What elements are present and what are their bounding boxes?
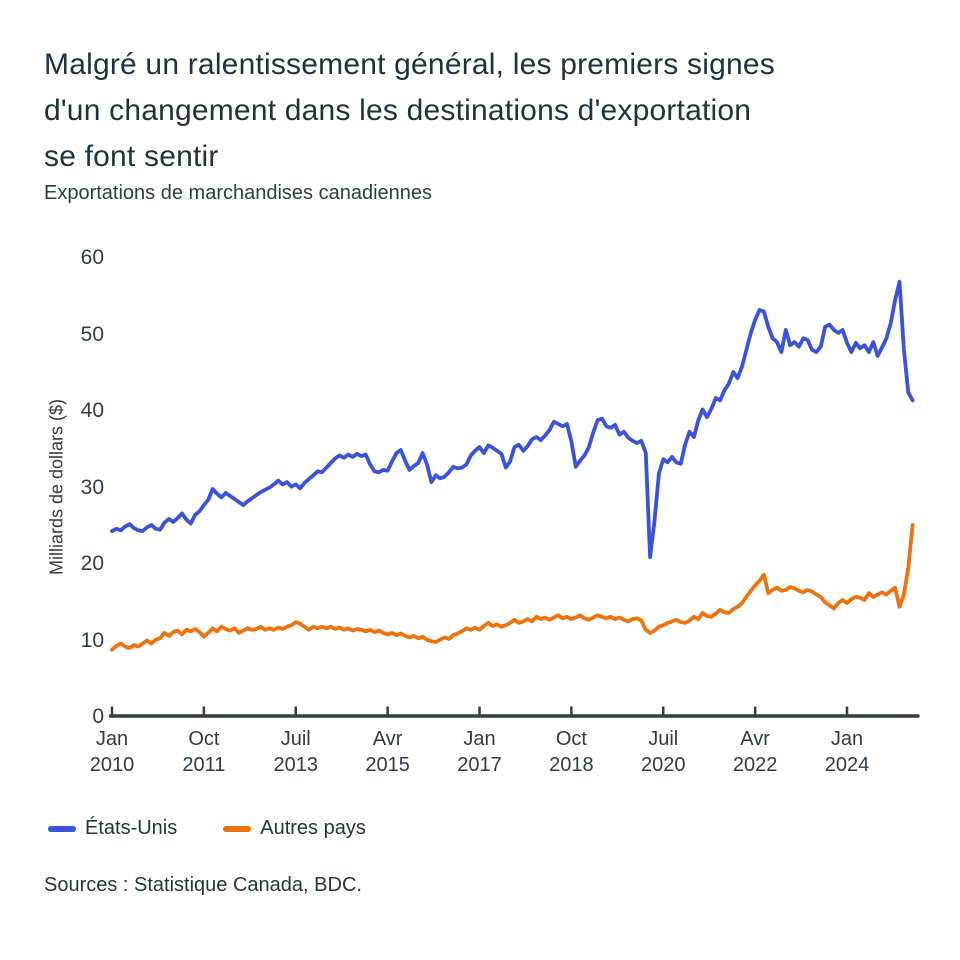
chart-subtitle: Exportations de marchandises canadiennes [44, 182, 433, 204]
x-tick-label: Jan 2017 [457, 728, 502, 776]
title-line-2: d'un changement dans les destinations d'… [44, 94, 752, 127]
x-tick-label: Avr 2022 [732, 728, 778, 776]
legend-item-etats-unis: États-Unis [48, 817, 177, 840]
series-line-autres-pays [110, 523, 915, 652]
y-tick-label: 0 [92, 705, 104, 728]
x-tick-label: Oct 2011 [182, 728, 226, 776]
y-tick-label: 10 [80, 628, 104, 652]
sources-text: Sources : Statistique Canada, BDC. [44, 874, 362, 896]
title-line-3: se font sentir [44, 140, 219, 173]
legend-swatch-autres-pays [223, 825, 252, 832]
x-tick-label: Juil 2020 [641, 728, 686, 776]
legend-item-autres-pays: Autres pays [223, 817, 366, 840]
legend: États-Unis Autres pays [48, 817, 366, 840]
title-line-1: Malgré un ralentissement général, les pr… [44, 48, 775, 81]
x-tick-label: Oct 2018 [549, 728, 594, 776]
x-tick-label: Avr 2015 [365, 728, 410, 776]
legend-swatch-etats-unis [48, 825, 76, 832]
x-axis-tick-marks [110, 706, 849, 716]
legend-label-autres-pays: Autres pays [260, 817, 366, 839]
legend-label-etats-unis: États-Unis [85, 817, 178, 839]
x-tick-label: Jan 2010 [89, 728, 135, 776]
y-tick-label: 60 [80, 246, 104, 269]
series-line-etats-unis [110, 279, 915, 559]
y-tick-label: 30 [80, 475, 104, 499]
y-tick-label: 20 [80, 552, 104, 575]
x-tick-label: Juil 2013 [273, 728, 319, 776]
x-tick-label: Jan 2024 [824, 728, 870, 776]
chart-title: Malgré un ralentissement général, les pr… [44, 42, 934, 180]
y-tick-label: 40 [80, 399, 104, 422]
y-tick-label: 50 [80, 322, 104, 346]
